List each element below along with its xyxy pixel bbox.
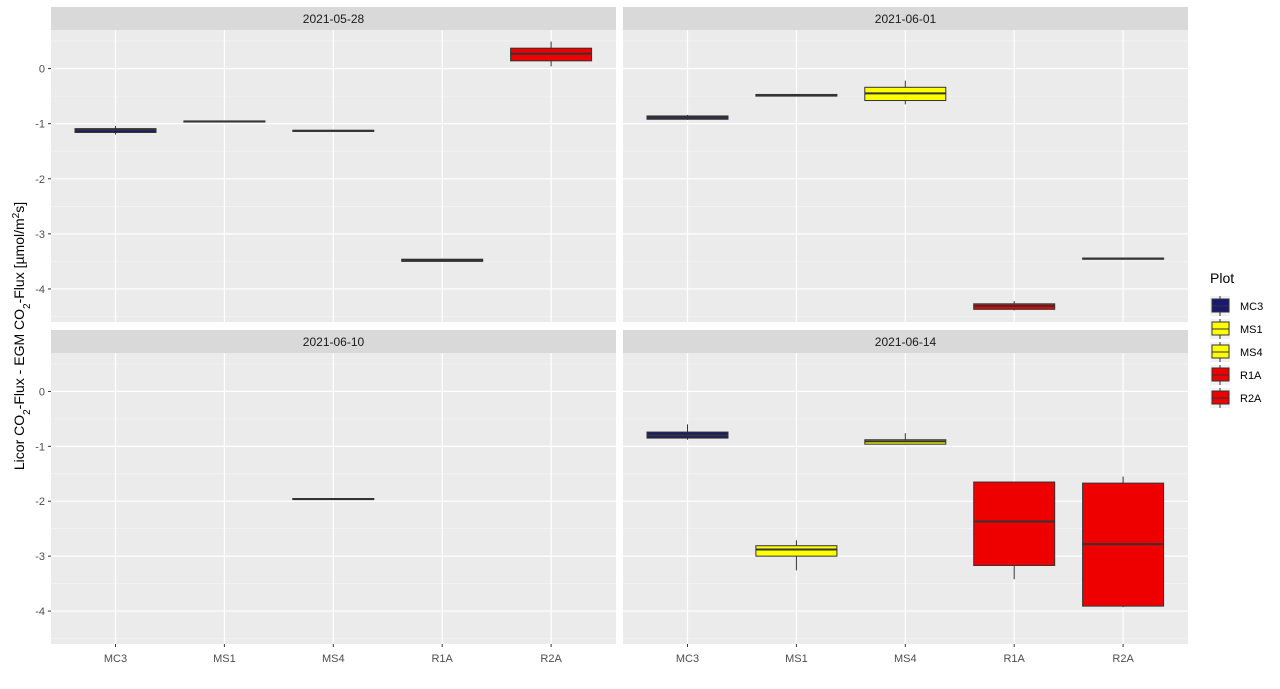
x-tick-label: MS1 — [785, 653, 808, 665]
box-MS4 — [292, 498, 375, 501]
panel-strip — [623, 330, 1188, 353]
panel-2021-06-01: 2021-06-01 — [623, 7, 1188, 322]
box-MS4 — [864, 433, 947, 445]
y-tick-label: 0 — [39, 386, 45, 398]
legend: Plot MC3 MS1 MS4 R1A R2A — [1210, 270, 1263, 408]
panel-2021-06-14: 2021-06-14 — [623, 330, 1188, 644]
y-axis-label-part-3: -Flux [µmol/m — [11, 218, 27, 303]
legend-item-R2A: R2A — [1210, 388, 1262, 408]
y-axis-label-sup: 2 — [11, 212, 22, 218]
panels-layer: 2021-05-28 2021-06-01 2021-06-10 2021-06-14 — [51, 7, 1188, 644]
y-tick-label: -2 — [35, 496, 45, 508]
y-axis-label-sub-2: 2 — [22, 303, 33, 309]
y-axis-label-part-2: -Flux - EGM CO — [11, 309, 27, 409]
x-tick-label: MC3 — [104, 653, 127, 665]
y-axis-label-part-4: s] — [11, 202, 27, 213]
legend-label: R2A — [1240, 393, 1262, 405]
x-tick-label: R2A — [540, 653, 562, 665]
panel-strip — [51, 330, 616, 353]
x-tick-label: MS1 — [213, 653, 236, 665]
legend-item-R1A: R1A — [1210, 365, 1262, 385]
y-tick-label: -1 — [35, 119, 45, 131]
panel-title: 2021-06-14 — [875, 335, 937, 349]
y-axis-label-part-1: Licor CO — [11, 415, 27, 470]
legend-item-MS4: MS4 — [1210, 342, 1263, 362]
box-R1A — [973, 481, 1056, 580]
panel-strip — [623, 7, 1188, 30]
legend-label: MS1 — [1240, 324, 1263, 336]
box-R2A — [510, 41, 593, 67]
box-MC3 — [646, 114, 729, 120]
box-MS4 — [864, 80, 947, 105]
x-axis-layer: MC3 MS1 MS4 R1A R2A MC3 MS1 MS4 R1A R2A — [104, 644, 1134, 665]
box-R2A — [1082, 257, 1165, 260]
legend-label: R1A — [1240, 370, 1262, 382]
box-R1A — [401, 258, 484, 262]
y-tick-label: -2 — [35, 174, 45, 186]
box-MS1 — [755, 540, 838, 571]
x-tick-label: MS4 — [894, 653, 917, 665]
box-body — [755, 545, 838, 557]
y-axis-label: Licor CO2-Flux - EGM CO2-Flux [µmol/m2s] — [11, 202, 33, 470]
box-MC3 — [646, 424, 729, 440]
legend-item-MS1: MS1 — [1210, 319, 1263, 339]
panel-2021-06-10: 2021-06-10 — [51, 330, 616, 644]
x-tick-label: R1A — [431, 653, 453, 665]
legend-label: MC3 — [1240, 301, 1263, 313]
panel-title: 2021-05-28 — [303, 12, 365, 26]
panel-2021-05-28: 2021-05-28 — [51, 7, 616, 322]
y-tick-label: -4 — [35, 606, 45, 618]
box-MS1 — [755, 93, 838, 97]
box-MC3 — [74, 125, 157, 135]
box-MS4 — [292, 129, 375, 132]
y-axis-layer: 0 -1 -2 -3 -4 0 -1 -2 -3 -4 — [35, 64, 51, 618]
box-R1A — [973, 301, 1056, 311]
legend-title: Plot — [1210, 270, 1234, 286]
legend-item-MC3: MC3 — [1210, 296, 1263, 316]
x-tick-label: R1A — [1003, 653, 1025, 665]
y-tick-label: -1 — [35, 441, 45, 453]
box-body — [973, 481, 1056, 566]
y-tick-label: -3 — [35, 551, 45, 563]
x-tick-label: MC3 — [676, 653, 699, 665]
box-MS1 — [183, 120, 266, 123]
y-tick-label: -4 — [35, 284, 45, 296]
panel-title: 2021-06-01 — [875, 12, 937, 26]
y-tick-label: -3 — [35, 229, 45, 241]
y-tick-label: 0 — [39, 64, 45, 76]
panel-title: 2021-06-10 — [303, 335, 365, 349]
x-tick-label: MS4 — [322, 653, 345, 665]
x-tick-label: R2A — [1112, 653, 1134, 665]
box-R2A — [1082, 476, 1165, 608]
panel-strip — [51, 7, 616, 30]
legend-label: MS4 — [1240, 347, 1263, 359]
y-axis-label-sub-1: 2 — [22, 409, 33, 415]
